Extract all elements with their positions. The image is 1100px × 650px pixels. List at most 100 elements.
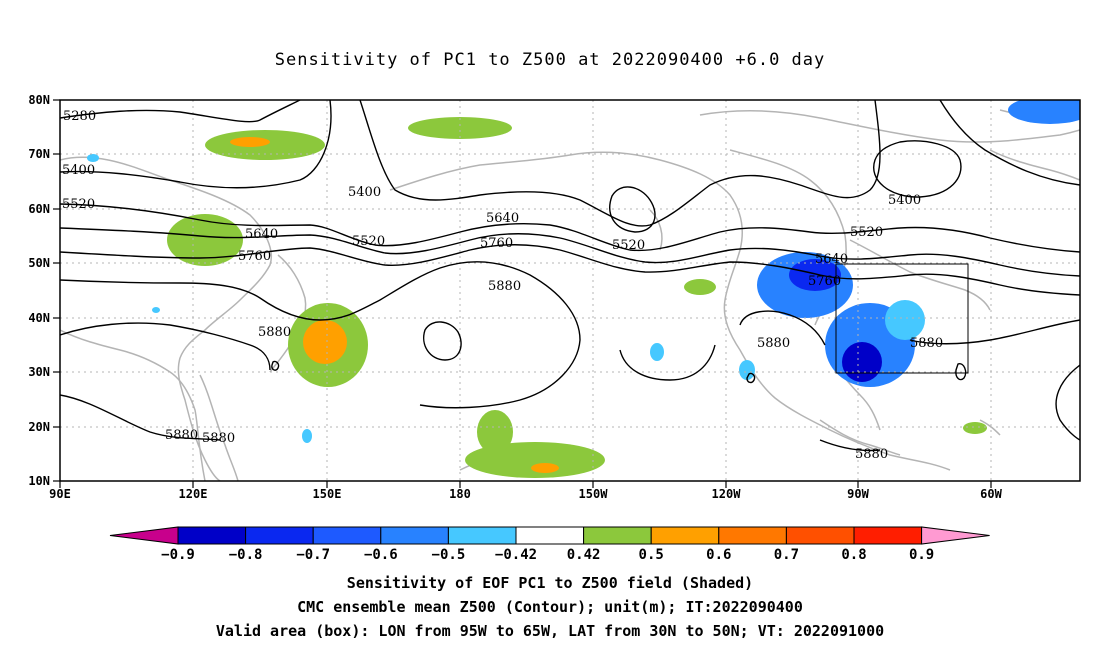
contour-label: 5760: [480, 236, 513, 251]
contour-label: 5520: [352, 234, 385, 249]
contour-label: 5280: [63, 109, 96, 124]
contour-5880-us: [739, 310, 826, 346]
colorbar-box: [785, 526, 855, 545]
contour-5880-west-tail: [60, 394, 221, 441]
shade-green-caribbean: [963, 422, 987, 434]
colorbar-label: 0.5: [639, 547, 664, 563]
contour-label: 5640: [815, 252, 848, 267]
colorbar-box: [312, 526, 382, 545]
lon-label: 90W: [847, 487, 869, 501]
colorbar-label: 0.8: [841, 547, 866, 563]
colorbar-label: 0.42: [567, 547, 601, 563]
contour-label: 5880: [488, 279, 521, 294]
z500-contours: [60, 100, 1080, 452]
contour-5880-main: [60, 261, 581, 409]
map-frame: [59, 99, 1081, 482]
map-title: Sensitivity of PC1 to Z500 at 2022090400…: [274, 50, 826, 70]
colorbar-box: [853, 526, 923, 545]
contour-5880-tiny-3: [271, 360, 280, 371]
caption-line-3: Valid area (box): LON from 95W to 65W, L…: [215, 622, 885, 640]
coastlines: [60, 109, 1080, 481]
colorbar-triangle-low: [109, 526, 179, 545]
contour-5880-pacific: [619, 344, 716, 381]
colorbar-box: [515, 526, 585, 545]
contour-5280: [60, 100, 301, 123]
contour-5880-tiny-2: [746, 372, 756, 384]
caption-line-2: CMC ensemble mean Z500 (Contour); unit(m…: [297, 598, 803, 616]
colorbar-box: [650, 526, 720, 545]
contour-5880-tiny-1: [955, 363, 967, 381]
lon-label: 150W: [579, 487, 609, 501]
contour-label: 5640: [245, 227, 278, 242]
contour-5880-south: [819, 439, 881, 452]
contour-label: 5520: [612, 238, 645, 253]
contour-5400-west: [60, 100, 332, 189]
lon-label: 120E: [179, 487, 208, 501]
shade-blue-small-2: [302, 429, 312, 443]
lat-label: 30N: [28, 365, 50, 379]
lat-label: 20N: [28, 420, 50, 434]
contour-label: 5400: [348, 185, 381, 200]
shade-green-pacific: [477, 410, 513, 454]
contour-5400-closed-ne: [873, 140, 962, 198]
lat-label: 70N: [28, 147, 50, 161]
colorbar-label: −0.9: [161, 547, 195, 563]
colorbar-label: −0.5: [432, 547, 466, 563]
contour-label: 5520: [850, 225, 883, 240]
contour-label: 5400: [888, 193, 921, 208]
colorbar-box: [177, 526, 247, 545]
lon-label: 180: [449, 487, 471, 501]
contour-5400-closed-sw: [609, 186, 656, 233]
contour-5640: [60, 227, 1080, 277]
shade-blue-great-lakes-core: [789, 259, 841, 291]
colorbar-box: [245, 526, 314, 545]
lon-axis-labels: 90E 120E 150E 180 150W 120W 90W 60W: [49, 487, 1002, 501]
contour-5760: [60, 244, 1080, 296]
shade-blue-gulf-core: [842, 342, 882, 382]
contour-labels: 5280 5400 5400 5400 5520 5520 5520 5520 …: [62, 109, 943, 462]
colorbar-label: −0.7: [296, 547, 330, 563]
shade-green-canada: [684, 279, 716, 295]
colorbar-label: 0.6: [706, 547, 731, 563]
contour-5520: [60, 203, 1080, 253]
lat-label: 10N: [28, 474, 50, 488]
lon-label: 90E: [49, 487, 71, 501]
colorbar-label: 0.7: [774, 547, 799, 563]
lon-label: 150E: [313, 487, 342, 501]
lat-label: 60N: [28, 202, 50, 216]
contour-5880-caribbean: [1055, 364, 1080, 441]
contour-label: 5880: [258, 325, 291, 340]
shade-blue-baja: [739, 360, 755, 380]
contour-label: 5520: [62, 197, 95, 212]
colorbar-label: −0.6: [364, 547, 398, 563]
contour-5880-closed-npac: [423, 321, 462, 361]
contour-label: 5880: [855, 447, 888, 462]
contour-label: 5760: [808, 274, 841, 289]
colorbar-box: [447, 526, 517, 545]
colorbar-label: −0.42: [495, 547, 537, 563]
lat-axis-labels: 80N 70N 60N 50N 40N 30N 20N 10N: [28, 93, 50, 488]
shade-orange-pacific: [531, 463, 559, 473]
caption-line-1: Sensitivity of EOF PC1 to Z500 field (Sh…: [346, 574, 754, 592]
contour-label: 5880: [165, 428, 198, 443]
shade-blue-california: [650, 343, 664, 361]
contour-5400-mid: [359, 100, 881, 227]
contour-label: 5760: [238, 249, 271, 264]
shade-orange-east-siberia: [230, 137, 270, 147]
valid-area-box: [835, 263, 969, 374]
contour-label: 5880: [202, 431, 235, 446]
contour-5880-west-loop: [60, 322, 271, 371]
shade-orange-japan: [303, 320, 347, 364]
contour-label: 5400: [62, 163, 95, 178]
shade-lightblue-southeast-us: [885, 300, 925, 340]
contour-5880-atl: [909, 319, 1080, 345]
colorbar-box: [583, 526, 652, 545]
contour-5400-east: [939, 100, 1080, 186]
colorbar-box: [718, 526, 787, 545]
contour-label: 5880: [910, 336, 943, 351]
tick-marks: [53, 99, 992, 488]
lon-label: 120W: [712, 487, 742, 501]
contour-label: 5880: [757, 336, 790, 351]
colorbar-box: [380, 526, 449, 545]
